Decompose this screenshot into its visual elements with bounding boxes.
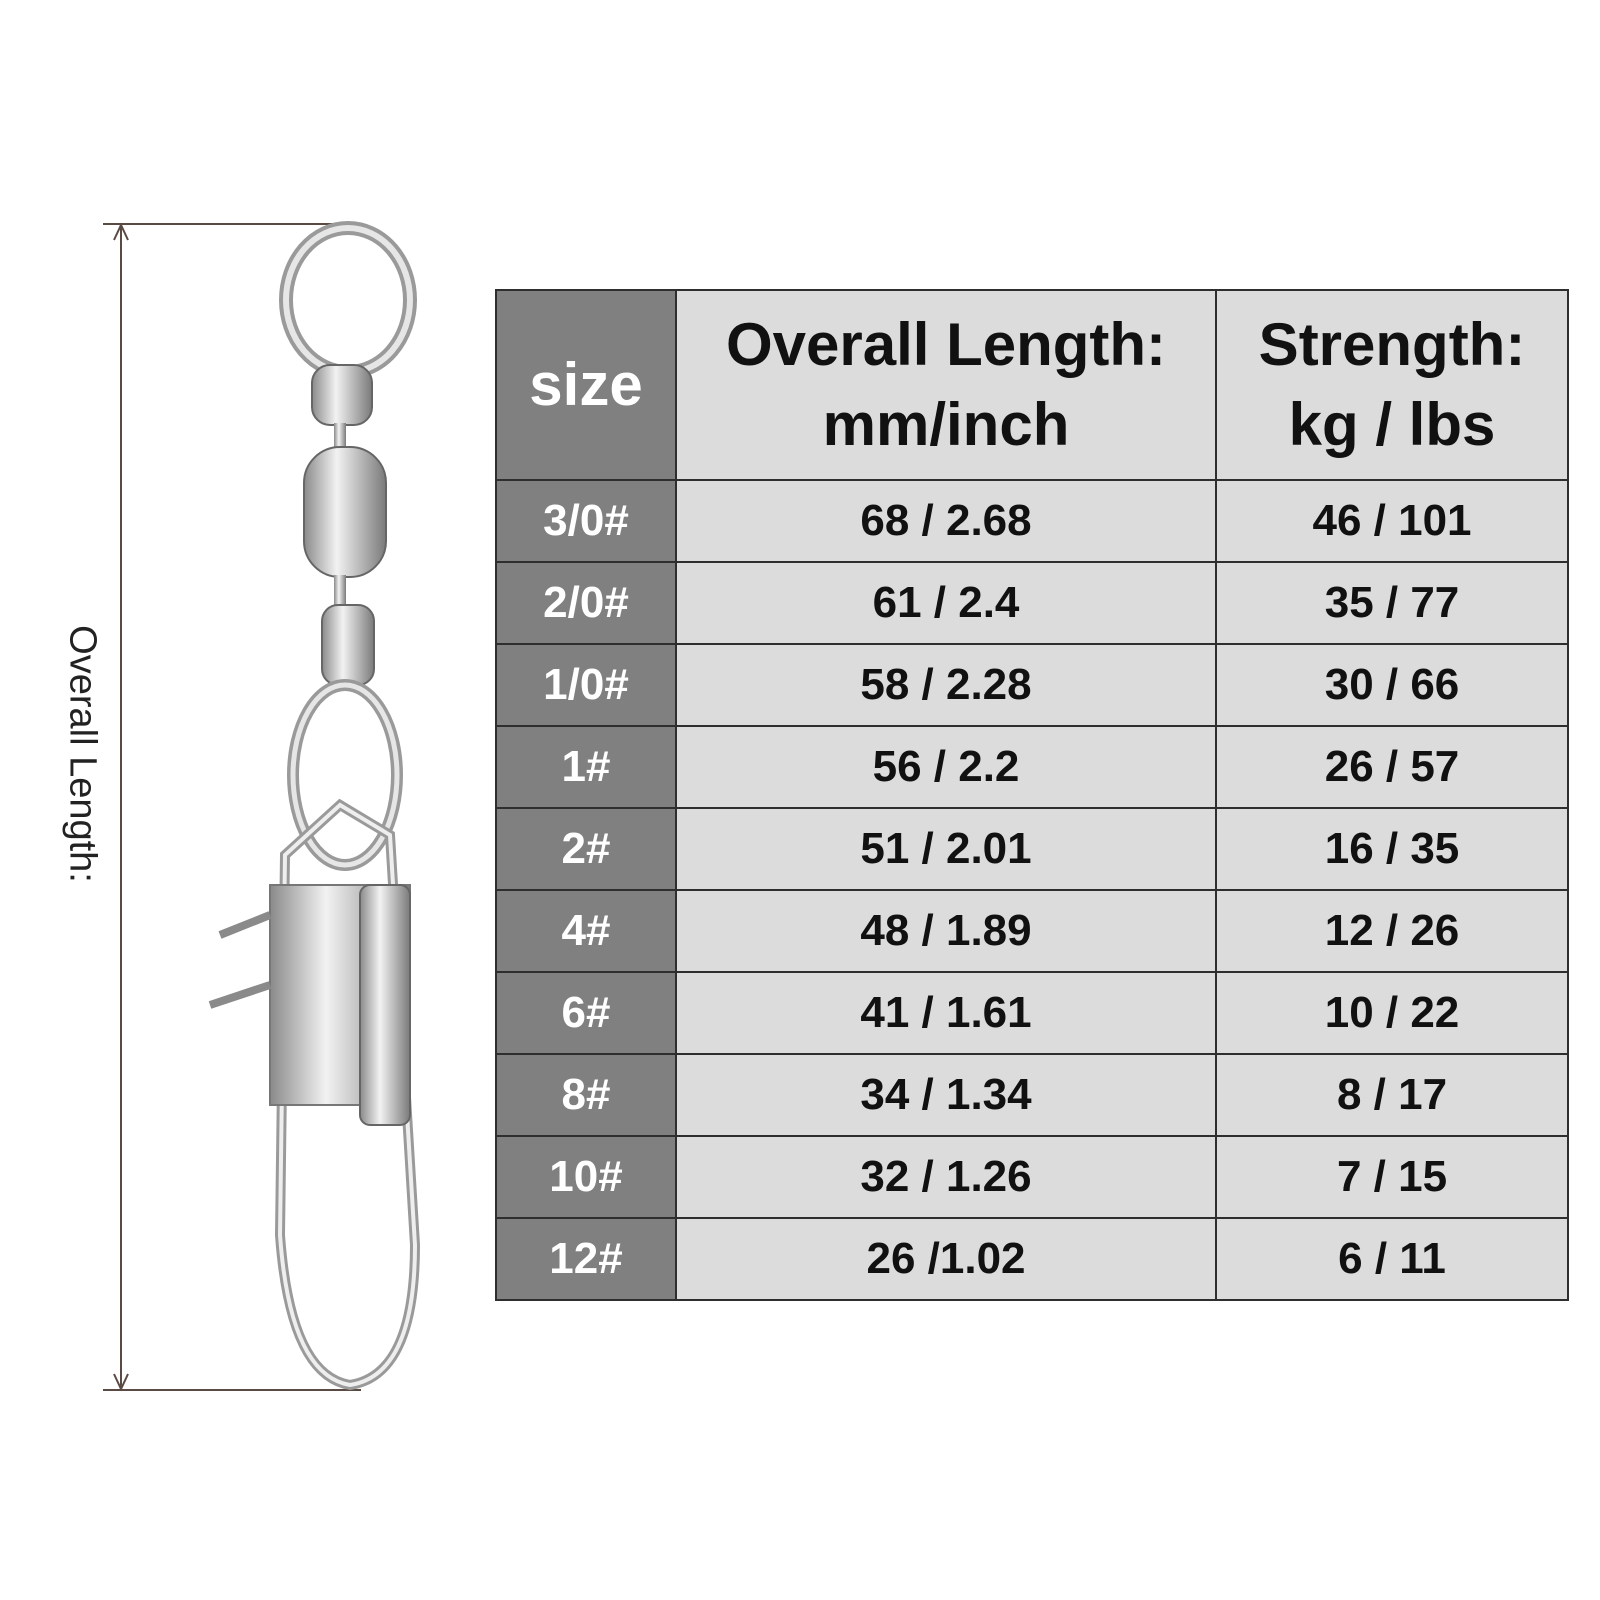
strength-cell: 26 / 57 (1215, 725, 1569, 809)
table-row: 10# 32 / 1.26 7 / 15 (495, 1135, 1569, 1219)
strength-cell: 35 / 77 (1215, 561, 1569, 645)
size-cell: 1# (495, 725, 677, 809)
length-cell: 32 / 1.26 (675, 1135, 1217, 1219)
header-length-title: Overall Length: (725, 311, 1167, 378)
table-row: 1/0# 58 / 2.28 30 / 66 (495, 643, 1569, 727)
table-row: 2/0# 61 / 2.4 35 / 77 (495, 561, 1569, 645)
length-cell: 56 / 2.2 (675, 725, 1217, 809)
length-cell: 68 / 2.68 (675, 479, 1217, 563)
strength-cell: 6 / 11 (1215, 1217, 1569, 1301)
table-row: 1# 56 / 2.2 26 / 57 (495, 725, 1569, 809)
strength-cell: 8 / 17 (1215, 1053, 1569, 1137)
size-cell: 2/0# (495, 561, 677, 645)
length-cell: 51 / 2.01 (675, 807, 1217, 891)
length-cell: 34 / 1.34 (675, 1053, 1217, 1137)
size-cell: 6# (495, 971, 677, 1055)
table-row: 3/0# 68 / 2.68 46 / 101 (495, 479, 1569, 563)
table-header-row: size Overall Length: mm/inch Strength: k… (495, 289, 1569, 481)
length-cell: 48 / 1.89 (675, 889, 1217, 973)
header-strength-unit: kg / lbs (1288, 391, 1496, 458)
strength-cell: 12 / 26 (1215, 889, 1569, 973)
table-row: 2# 51 / 2.01 16 / 35 (495, 807, 1569, 891)
size-cell: 12# (495, 1217, 677, 1301)
length-cell: 58 / 2.28 (675, 643, 1217, 727)
length-cell: 26 /1.02 (675, 1217, 1217, 1301)
header-strength-title: Strength: (1258, 311, 1526, 378)
header-strength: Strength: kg / lbs (1215, 289, 1569, 481)
size-cell: 3/0# (495, 479, 677, 563)
snap-swivel-image (208, 221, 421, 1391)
size-cell: 1/0# (495, 643, 677, 727)
size-chart-table: size Overall Length: mm/inch Strength: k… (495, 289, 1569, 1301)
overall-length-label: Overall Length: (61, 625, 104, 883)
size-cell: 10# (495, 1135, 677, 1219)
size-cell: 4# (495, 889, 677, 973)
overall-length-dimension-line (103, 222, 361, 1392)
table-row: 4# 48 / 1.89 12 / 26 (495, 889, 1569, 973)
strength-cell: 16 / 35 (1215, 807, 1569, 891)
header-overall-length: Overall Length: mm/inch (675, 289, 1217, 481)
strength-cell: 46 / 101 (1215, 479, 1569, 563)
strength-cell: 30 / 66 (1215, 643, 1569, 727)
table-row: 6# 41 / 1.61 10 / 22 (495, 971, 1569, 1055)
table-row: 8# 34 / 1.34 8 / 17 (495, 1053, 1569, 1137)
strength-cell: 7 / 15 (1215, 1135, 1569, 1219)
table-row: 12# 26 /1.02 6 / 11 (495, 1217, 1569, 1301)
header-size: size (495, 289, 677, 481)
strength-cell: 10 / 22 (1215, 971, 1569, 1055)
length-cell: 41 / 1.61 (675, 971, 1217, 1055)
length-cell: 61 / 2.4 (675, 561, 1217, 645)
header-length-unit: mm/inch (822, 391, 1070, 458)
size-cell: 8# (495, 1053, 677, 1137)
size-cell: 2# (495, 807, 677, 891)
